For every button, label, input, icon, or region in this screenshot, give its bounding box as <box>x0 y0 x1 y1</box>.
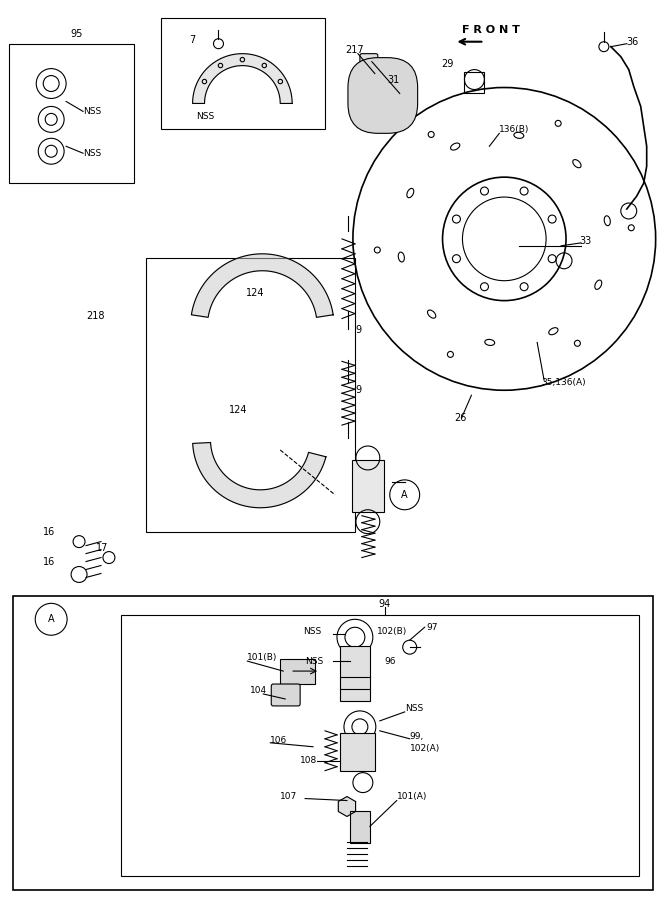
Text: NSS: NSS <box>196 112 215 121</box>
Bar <box>13 597 653 890</box>
Bar <box>161 18 325 130</box>
Text: NSS: NSS <box>83 148 101 157</box>
Text: 217: 217 <box>345 45 364 55</box>
Text: 97: 97 <box>427 623 438 632</box>
Polygon shape <box>193 443 326 508</box>
Text: 16: 16 <box>43 526 55 536</box>
Text: 102(B): 102(B) <box>377 626 407 635</box>
Text: 124: 124 <box>229 405 247 415</box>
Bar <box>350 812 370 843</box>
Polygon shape <box>191 254 334 318</box>
Text: 99,: 99, <box>410 733 424 742</box>
FancyBboxPatch shape <box>360 54 378 76</box>
Text: 106: 106 <box>270 736 287 745</box>
Bar <box>9 44 134 183</box>
Text: 218: 218 <box>86 310 105 320</box>
Text: 31: 31 <box>388 75 400 85</box>
Text: 35,136(A): 35,136(A) <box>541 378 586 387</box>
Text: 104: 104 <box>250 687 267 696</box>
Text: 95: 95 <box>70 29 82 39</box>
Polygon shape <box>193 54 292 104</box>
Text: NSS: NSS <box>83 107 101 116</box>
Text: 9: 9 <box>355 385 361 395</box>
Text: F R O N T: F R O N T <box>462 25 520 35</box>
FancyBboxPatch shape <box>348 58 418 133</box>
Bar <box>352 460 384 512</box>
Bar <box>146 257 355 532</box>
Text: 17: 17 <box>96 543 108 553</box>
Text: 7: 7 <box>189 35 195 45</box>
Bar <box>340 733 375 770</box>
Text: 16: 16 <box>43 556 55 566</box>
Text: 36: 36 <box>627 37 639 47</box>
Text: 96: 96 <box>385 657 396 666</box>
Text: 9: 9 <box>355 326 361 336</box>
Text: 33: 33 <box>579 236 591 246</box>
Text: 26: 26 <box>454 413 467 423</box>
Bar <box>280 659 315 684</box>
Text: 107: 107 <box>280 792 297 801</box>
Bar <box>121 616 639 877</box>
Bar <box>464 72 484 94</box>
Text: 108: 108 <box>300 756 317 765</box>
Text: 136(B): 136(B) <box>500 125 530 134</box>
Text: NSS: NSS <box>303 626 321 635</box>
Text: 101(A): 101(A) <box>397 792 427 801</box>
Text: 29: 29 <box>442 58 454 68</box>
Text: NSS: NSS <box>305 657 323 666</box>
Text: 101(B): 101(B) <box>247 652 277 662</box>
Text: A: A <box>48 615 55 625</box>
Text: 94: 94 <box>379 599 391 609</box>
Text: 102(A): 102(A) <box>410 744 440 753</box>
Polygon shape <box>338 796 356 816</box>
FancyBboxPatch shape <box>271 684 300 706</box>
Text: NSS: NSS <box>405 705 423 714</box>
Text: 124: 124 <box>246 288 265 298</box>
Text: A: A <box>402 490 408 500</box>
Bar <box>340 646 370 701</box>
